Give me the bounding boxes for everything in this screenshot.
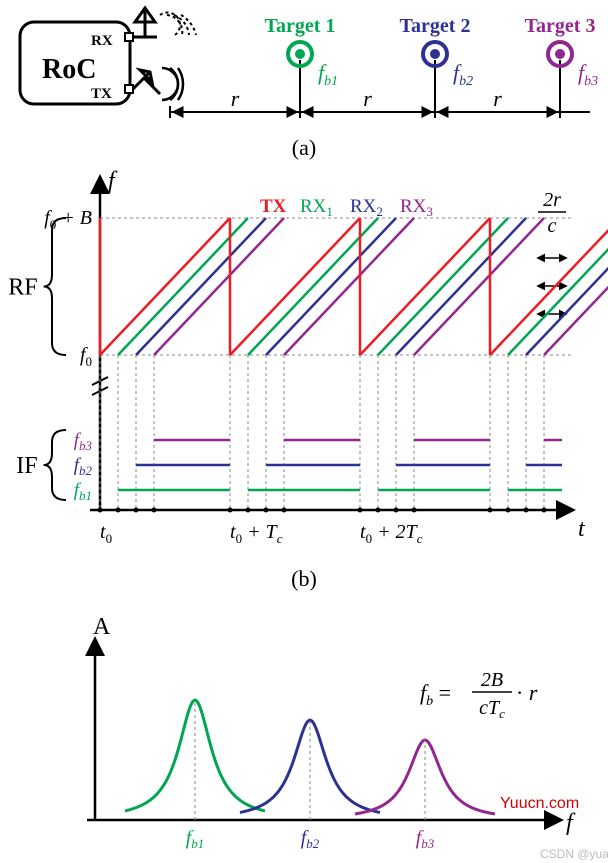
fraction-num: 2r	[543, 189, 561, 211]
brace-label: IF	[16, 453, 37, 479]
f0-label: f0	[80, 344, 92, 369]
formula-rhs: · r	[516, 680, 538, 705]
legend-item: RX1	[300, 196, 333, 219]
chirp-line	[378, 218, 508, 355]
f-label-c: f	[566, 810, 576, 836]
t-tick-label: t0	[100, 521, 112, 546]
chirp-line	[414, 218, 544, 355]
formula-lhs: fb =	[420, 680, 451, 709]
r-label: r	[231, 86, 240, 111]
legend-item: RX3	[400, 196, 433, 219]
r-label: r	[493, 86, 502, 111]
chirp-line	[396, 218, 526, 355]
target-title: Target 1	[265, 15, 336, 37]
watermark: Yuucn.com	[500, 795, 579, 812]
panel-a-caption: (a)	[292, 135, 316, 160]
chirp-line	[136, 218, 266, 355]
brace-icon	[44, 218, 66, 355]
t-axis-label: t	[578, 516, 586, 542]
chirp-line	[360, 218, 490, 355]
t-tick-label: t0 + Tc	[230, 521, 283, 546]
target-inner-dot	[555, 49, 565, 59]
roc-label: RoC	[42, 54, 96, 85]
target-inner-dot	[430, 49, 440, 59]
panel-b-caption: (b)	[291, 566, 317, 591]
chirp-line	[266, 218, 396, 355]
chirp-line	[100, 218, 230, 355]
peak-label: fb1	[186, 827, 205, 851]
brace-label: RF	[8, 275, 37, 301]
legend-item: TX	[260, 196, 287, 217]
target-title: Target 3	[525, 15, 596, 37]
brace-icon	[44, 430, 66, 500]
panel-a: RoC RX TX Target 1 fb1 Target 2 fb2 Target 3 fb3…	[20, 8, 598, 160]
target-fb-label: fb3	[578, 60, 598, 89]
legend-item: RX2	[350, 196, 383, 219]
panel-b: ftf0f0 + BTXRX1RX2RX32rcfb1fb2fb3RFIFt0t…	[8, 168, 608, 591]
f-axis-label: f	[108, 168, 118, 194]
panel-c: Af fb = 2B cTc · r fb1 fb2 fb3 Yuucn.com CSDN @…	[87, 614, 608, 861]
if-label: fb2	[74, 455, 93, 478]
chirp-line	[248, 218, 378, 355]
chirp-line	[118, 218, 248, 355]
t-tick-label: t0 + 2Tc	[360, 521, 423, 546]
rx-label: RX	[91, 33, 113, 49]
svg-text:cTc: cTc	[479, 697, 505, 721]
svg-text:2B: 2B	[481, 669, 503, 691]
A-label: A	[93, 614, 111, 640]
fraction-den: c	[548, 215, 557, 237]
r-label: r	[363, 86, 372, 111]
peak-label: fb2	[301, 827, 320, 851]
peak-label: fb3	[416, 827, 435, 851]
if-label: fb1	[74, 480, 92, 503]
chirp-line	[154, 218, 284, 355]
target-fb-label: fb1	[318, 60, 338, 89]
csdn-watermark: CSDN @yuan	[540, 847, 608, 861]
chirp-line	[284, 218, 414, 355]
target-fb-label: fb2	[453, 60, 473, 89]
target-inner-dot	[295, 49, 305, 59]
chirp-line	[230, 218, 360, 355]
tx-label: TX	[91, 86, 112, 102]
target-title: Target 2	[400, 15, 471, 37]
if-label: fb3	[74, 430, 93, 453]
